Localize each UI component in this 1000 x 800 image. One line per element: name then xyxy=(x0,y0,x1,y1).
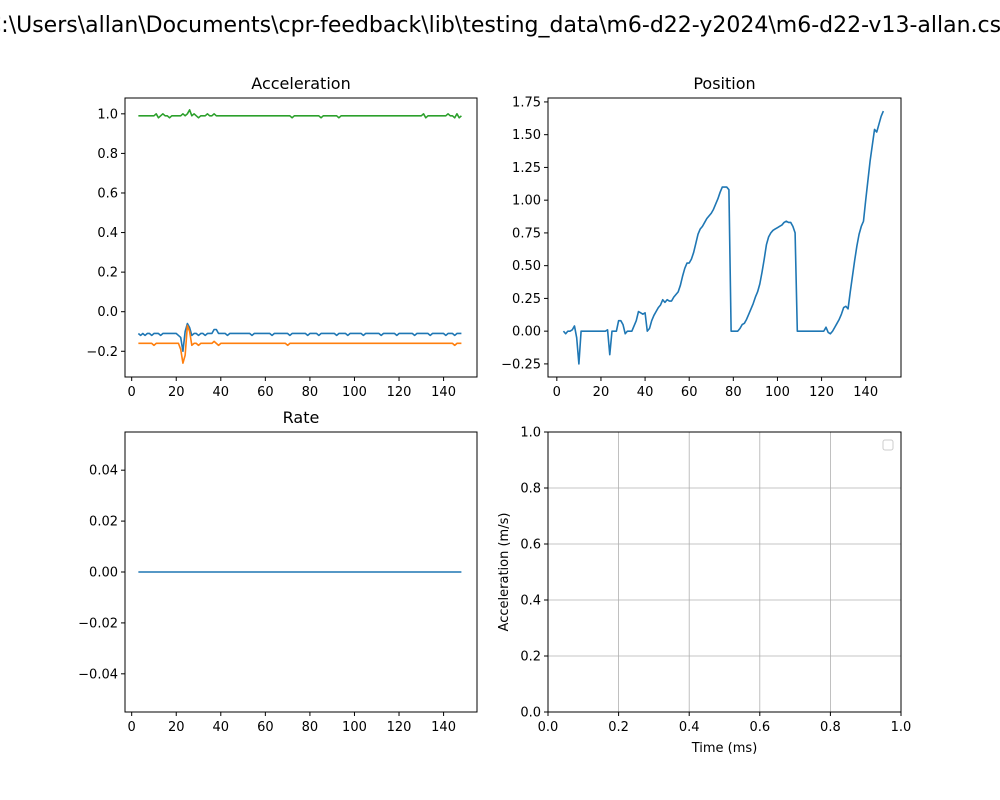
x-tick-label: 100 xyxy=(342,720,367,735)
x-tick-label: 0.8 xyxy=(820,720,841,735)
y-tick-label: 0.00 xyxy=(89,566,118,581)
x-tick-label: 60 xyxy=(681,385,698,400)
axes-title: Acceleration xyxy=(251,74,350,93)
y-tick-label: 1.0 xyxy=(520,426,541,441)
axes-position: 0 20 40 60 80 100 120 140 −0.25 0.00 0.25 0.50 0.75 1… xyxy=(501,74,902,400)
x-tick-label: 0 xyxy=(553,385,561,400)
legend-box xyxy=(882,439,894,451)
y-tick-label: 1.0 xyxy=(97,107,118,122)
x-tick-label: 100 xyxy=(765,385,790,400)
y-tick-label: 1.50 xyxy=(512,128,541,143)
y-tick-label: 0.00 xyxy=(512,325,541,340)
plot-area xyxy=(548,98,901,377)
x-tick-label: 60 xyxy=(257,385,274,400)
y-tick-label: 0.02 xyxy=(89,515,118,530)
x-tick-label: 40 xyxy=(213,720,230,735)
x-tick-label: 140 xyxy=(431,720,456,735)
x-tick-label: 0 xyxy=(128,385,136,400)
series-line-2 xyxy=(138,324,462,364)
y-tick-label: 0.75 xyxy=(512,226,541,241)
axes-title: Rate xyxy=(283,408,320,427)
y-tick-label: 1.75 xyxy=(512,95,541,110)
x-tick-label: 20 xyxy=(593,385,610,400)
y-tick-label: 0.2 xyxy=(97,266,118,281)
series-line-3 xyxy=(138,109,462,119)
x-tick-label: 1.0 xyxy=(891,720,912,735)
x-tick-label: 0.6 xyxy=(749,720,770,735)
x-tick-label: 0.4 xyxy=(679,720,700,735)
x-tick-label: 80 xyxy=(302,720,319,735)
plot-area xyxy=(125,98,477,377)
x-tick-label: 120 xyxy=(387,385,412,400)
x-tick-label: 0.2 xyxy=(608,720,629,735)
x-tick-label: 140 xyxy=(853,385,878,400)
y-tick-label: 0.4 xyxy=(520,594,541,609)
x-tick-label: 120 xyxy=(387,720,412,735)
plot-area xyxy=(548,432,901,712)
series-line-1 xyxy=(562,110,885,365)
x-tick-label: 60 xyxy=(257,720,274,735)
axes-container: 0 20 40 60 80 100 120 140 −0.2 0.0 0.2 0.4 0.6 0.8 1.0… xyxy=(78,74,911,756)
y-tick-label: 0.8 xyxy=(97,147,118,162)
y-tick-label: −0.25 xyxy=(501,357,541,372)
y-tick-label: 0.0 xyxy=(520,706,541,721)
y-axis-label: Acceleration (m/s) xyxy=(497,513,512,632)
y-tick-label: 1.00 xyxy=(512,194,541,209)
axes-rate: 0 20 40 60 80 100 120 140 −0.04 −0.02 0.00 0.02 0.04… xyxy=(78,408,478,735)
x-tick-label: 120 xyxy=(809,385,834,400)
y-tick-label: −0.2 xyxy=(86,345,118,360)
x-tick-label: 20 xyxy=(168,720,185,735)
x-axis-label: Time (ms) xyxy=(691,741,758,756)
y-tick-label: 0.6 xyxy=(520,538,541,553)
axes-acceleration: 0 20 40 60 80 100 120 140 −0.2 0.0 0.2 0.4 0.6 0.8 1.0… xyxy=(86,74,478,400)
x-tick-label: 20 xyxy=(168,385,185,400)
y-tick-label: 1.25 xyxy=(512,161,541,176)
x-tick-label: 80 xyxy=(725,385,742,400)
y-tick-label: 0.0 xyxy=(97,305,118,320)
axes-frame xyxy=(547,97,902,378)
x-tick-label: 0.0 xyxy=(538,720,559,735)
y-tick-label: 0.4 xyxy=(97,226,118,241)
y-tick-label: 0.6 xyxy=(97,186,118,201)
x-tick-label: 40 xyxy=(213,385,230,400)
series-line-1 xyxy=(137,322,462,353)
y-tick-label: 0.25 xyxy=(512,292,541,307)
axes-title: Position xyxy=(693,74,755,93)
y-tick-label: 0.04 xyxy=(89,464,118,479)
y-tick-label: −0.02 xyxy=(78,616,118,631)
x-tick-label: 0 xyxy=(128,720,136,735)
y-tick-label: −0.04 xyxy=(78,667,118,682)
axes-frame xyxy=(547,431,902,713)
y-tick-label: 0.8 xyxy=(520,482,541,497)
x-tick-label: 40 xyxy=(637,385,654,400)
axes-empty: 0.0 0.2 0.4 0.6 0.8 1.0 0.0 0.2 0.4 0.6 0.8 1.0 Time… xyxy=(497,426,911,757)
x-tick-label: 140 xyxy=(431,385,456,400)
x-tick-label: 100 xyxy=(342,385,367,400)
y-tick-label: 0.2 xyxy=(520,650,541,665)
axes-frame xyxy=(124,97,478,378)
x-tick-label: 80 xyxy=(302,385,319,400)
y-tick-label: 0.50 xyxy=(512,259,541,274)
figure-suptitle: C:\Users\allan\Documents\cpr-feedback\li… xyxy=(0,13,1000,38)
